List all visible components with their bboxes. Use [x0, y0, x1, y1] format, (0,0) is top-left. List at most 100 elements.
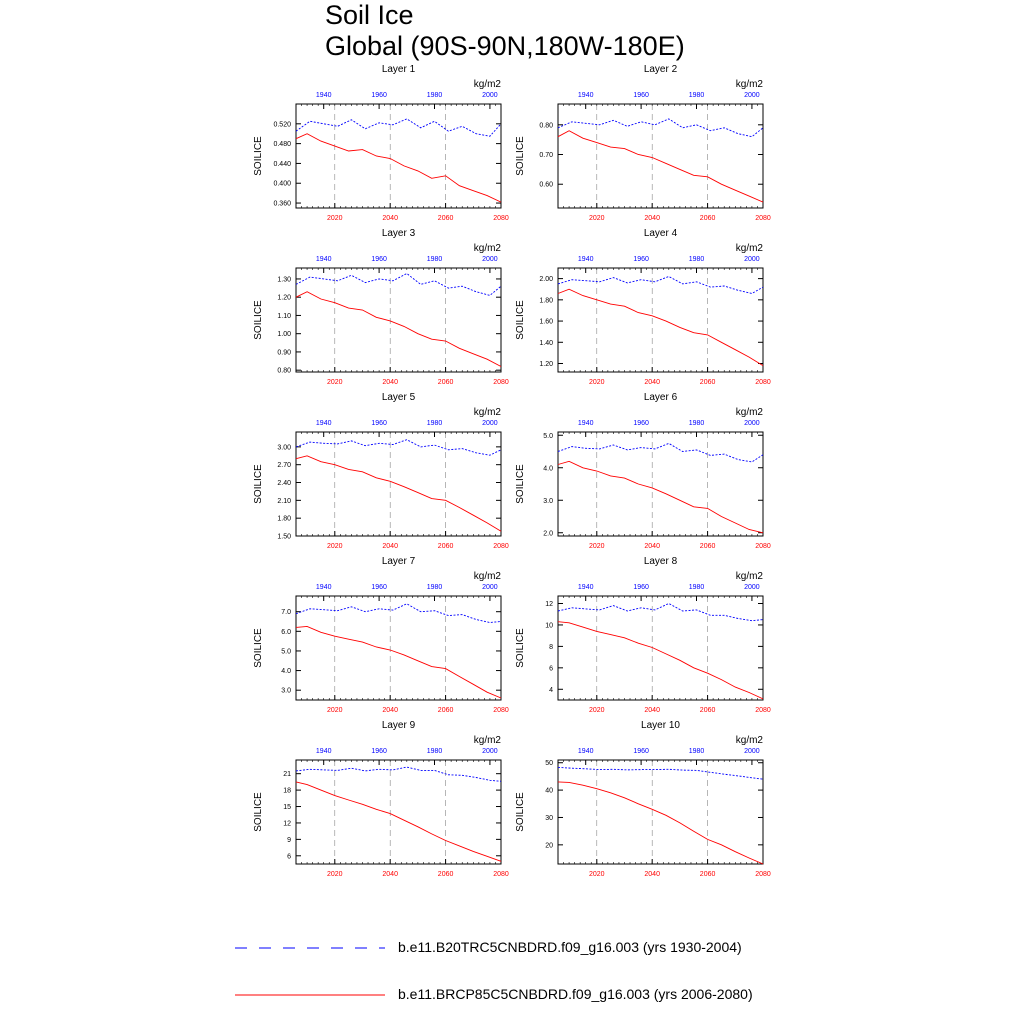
layer-7-plot-frame: [295, 595, 502, 701]
layer-1-top-tick-label: 2000: [482, 92, 498, 99]
layer-2-y-tick-label: 0.80: [539, 122, 553, 129]
layer-9-bottom-tick-label: 2080: [493, 871, 509, 878]
layer-6-bottom-tick-label: 2020: [589, 543, 605, 550]
layer-6-units: kg/m2: [736, 407, 764, 418]
layer-6-bottom-tick-label: 2080: [755, 543, 771, 550]
layer-2-top-tick-label: 1980: [689, 92, 705, 99]
layer-4-units: kg/m2: [736, 243, 764, 254]
layer-2-series-future: [557, 130, 764, 203]
layer-5-plot-frame: [295, 431, 502, 537]
layer-2-plot-frame: [557, 103, 764, 209]
layer-8-series-hist: [557, 602, 764, 622]
layer-9-y-tick-label: 9: [287, 837, 291, 844]
layer-9-y-tick-label: 21: [283, 771, 291, 778]
layer-10-units: kg/m2: [736, 735, 764, 746]
layer-1-y-tick-label: 0.440: [273, 161, 291, 168]
layer-10-bottom-tick-label: 2020: [589, 871, 605, 878]
layer-6-series-future: [557, 460, 764, 534]
layer-9-y-tick-label: 6: [287, 853, 291, 860]
layer-4-top-tick-label: 1980: [689, 256, 705, 263]
layer-7-title: Layer 7: [382, 556, 416, 567]
layer-3-y-tick-label: 1.10: [277, 313, 291, 320]
layer-4-bottom-tick-label: 2020: [589, 379, 605, 386]
layer-5-bottom-tick-label: 2020: [327, 543, 343, 550]
layer-9-top-tick-label: 1960: [371, 748, 387, 755]
layer-7-y-tick-label: 4.0: [281, 668, 291, 675]
layer-6-bottom-tick-label: 2060: [700, 543, 716, 550]
layer-3-series-future: [295, 291, 502, 367]
layer-8-bottom-tick-label: 2040: [644, 707, 660, 714]
legend-future-label: b.e11.BRCP85C5CNBDRD.f09_g16.003 (yrs 20…: [398, 986, 753, 1002]
layer-1-bottom-tick-label: 2040: [382, 215, 398, 222]
layer-9-units: kg/m2: [474, 735, 502, 746]
layer-6-plot-frame: [557, 431, 764, 537]
layer-3-y-tick-label: 1.00: [277, 331, 291, 338]
layer-5-y-tick-label: 2.40: [277, 480, 291, 487]
layer-7-series-future: [295, 625, 502, 699]
layer-2-bottom-tick-label: 2020: [589, 215, 605, 222]
layer-8-units: kg/m2: [736, 571, 764, 582]
layer-5-series-future: [295, 455, 502, 532]
layer-5-y-tick-label: 1.80: [277, 516, 291, 523]
layer-10-title: Layer 10: [641, 720, 680, 731]
layer-8-plot-frame: [557, 595, 764, 701]
layer-5-y-tick-label: 3.00: [277, 444, 291, 451]
layer-4-top-tick-label: 2000: [744, 256, 760, 263]
layer-2-bottom-tick-label: 2040: [644, 215, 660, 222]
layer-4-y-tick-label: 1.40: [539, 340, 553, 347]
layer-2-top-tick-label: 1940: [578, 92, 594, 99]
layer-3-y-tick-label: 1.30: [277, 276, 291, 283]
layer-10-bottom-tick-label: 2080: [755, 871, 771, 878]
layer-5-title: Layer 5: [382, 392, 416, 403]
layer-5-units: kg/m2: [474, 407, 502, 418]
layer-8-title: Layer 8: [644, 556, 678, 567]
layer-8-bottom-tick-label: 2080: [755, 707, 771, 714]
layer-2-top-tick-label: 1960: [633, 92, 649, 99]
layer-7-y-tick-label: 6.0: [281, 629, 291, 636]
layer-10-top-tick-label: 2000: [744, 748, 760, 755]
layer-3-units: kg/m2: [474, 243, 502, 254]
layer-9-top-tick-label: 1940: [316, 748, 332, 755]
layer-7-top-tick-label: 1980: [427, 584, 443, 591]
layer-2-y-tick-label: 0.70: [539, 152, 553, 159]
layer-8-ylabel: SOILICE: [515, 628, 526, 668]
layer-10-y-tick-label: 30: [545, 815, 553, 822]
layer-9-y-tick-label: 18: [283, 788, 291, 795]
layer-1-title: Layer 1: [382, 64, 416, 75]
layer-9-plot-frame: [295, 759, 502, 865]
layer-10-y-tick-label: 20: [545, 842, 553, 849]
layer-3-y-tick-label: 0.80: [277, 368, 291, 375]
layer-10-ylabel: SOILICE: [515, 792, 526, 832]
layer-1-series-future: [295, 133, 502, 203]
layer-1-bottom-tick-label: 2080: [493, 215, 509, 222]
layer-2-series-hist: [557, 118, 764, 138]
layer-9-bottom-tick-label: 2060: [438, 871, 454, 878]
layer-6-top-tick-label: 1960: [633, 420, 649, 427]
layer-10-series-future: [557, 781, 764, 865]
legend-hist-label: b.e11.B20TRC5CNBDRD.f09_g16.003 (yrs 193…: [398, 939, 742, 955]
layer-1-top-tick-label: 1960: [371, 92, 387, 99]
layer-10-top-tick-label: 1960: [633, 748, 649, 755]
layer-1-ylabel: SOILICE: [253, 136, 264, 176]
layer-3-bottom-tick-label: 2060: [438, 379, 454, 386]
layer-3-top-tick-label: 1980: [427, 256, 443, 263]
layer-4-y-tick-label: 2.00: [539, 276, 553, 283]
layer-10-top-tick-label: 1940: [578, 748, 594, 755]
layer-3-ylabel: SOILICE: [253, 300, 264, 340]
layer-9-series-future: [295, 781, 502, 862]
layer-2-bottom-tick-label: 2060: [700, 215, 716, 222]
layer-1-top-tick-label: 1980: [427, 92, 443, 99]
layer-1-units: kg/m2: [474, 79, 502, 90]
layer-1-bottom-tick-label: 2020: [327, 215, 343, 222]
chart-title-line1: Soil Ice: [325, 0, 414, 30]
layer-7-series-hist: [295, 603, 502, 623]
layer-4-series-hist: [557, 276, 764, 294]
layer-3-bottom-tick-label: 2040: [382, 379, 398, 386]
layer-4-series-future: [557, 288, 764, 366]
layer-6-y-tick-label: 2.0: [543, 530, 553, 537]
layer-5-ylabel: SOILICE: [253, 464, 264, 504]
layer-8-bottom-tick-label: 2060: [700, 707, 716, 714]
layer-5-top-tick-label: 1940: [316, 420, 332, 427]
layer-2-top-tick-label: 2000: [744, 92, 760, 99]
layer-7-units: kg/m2: [474, 571, 502, 582]
